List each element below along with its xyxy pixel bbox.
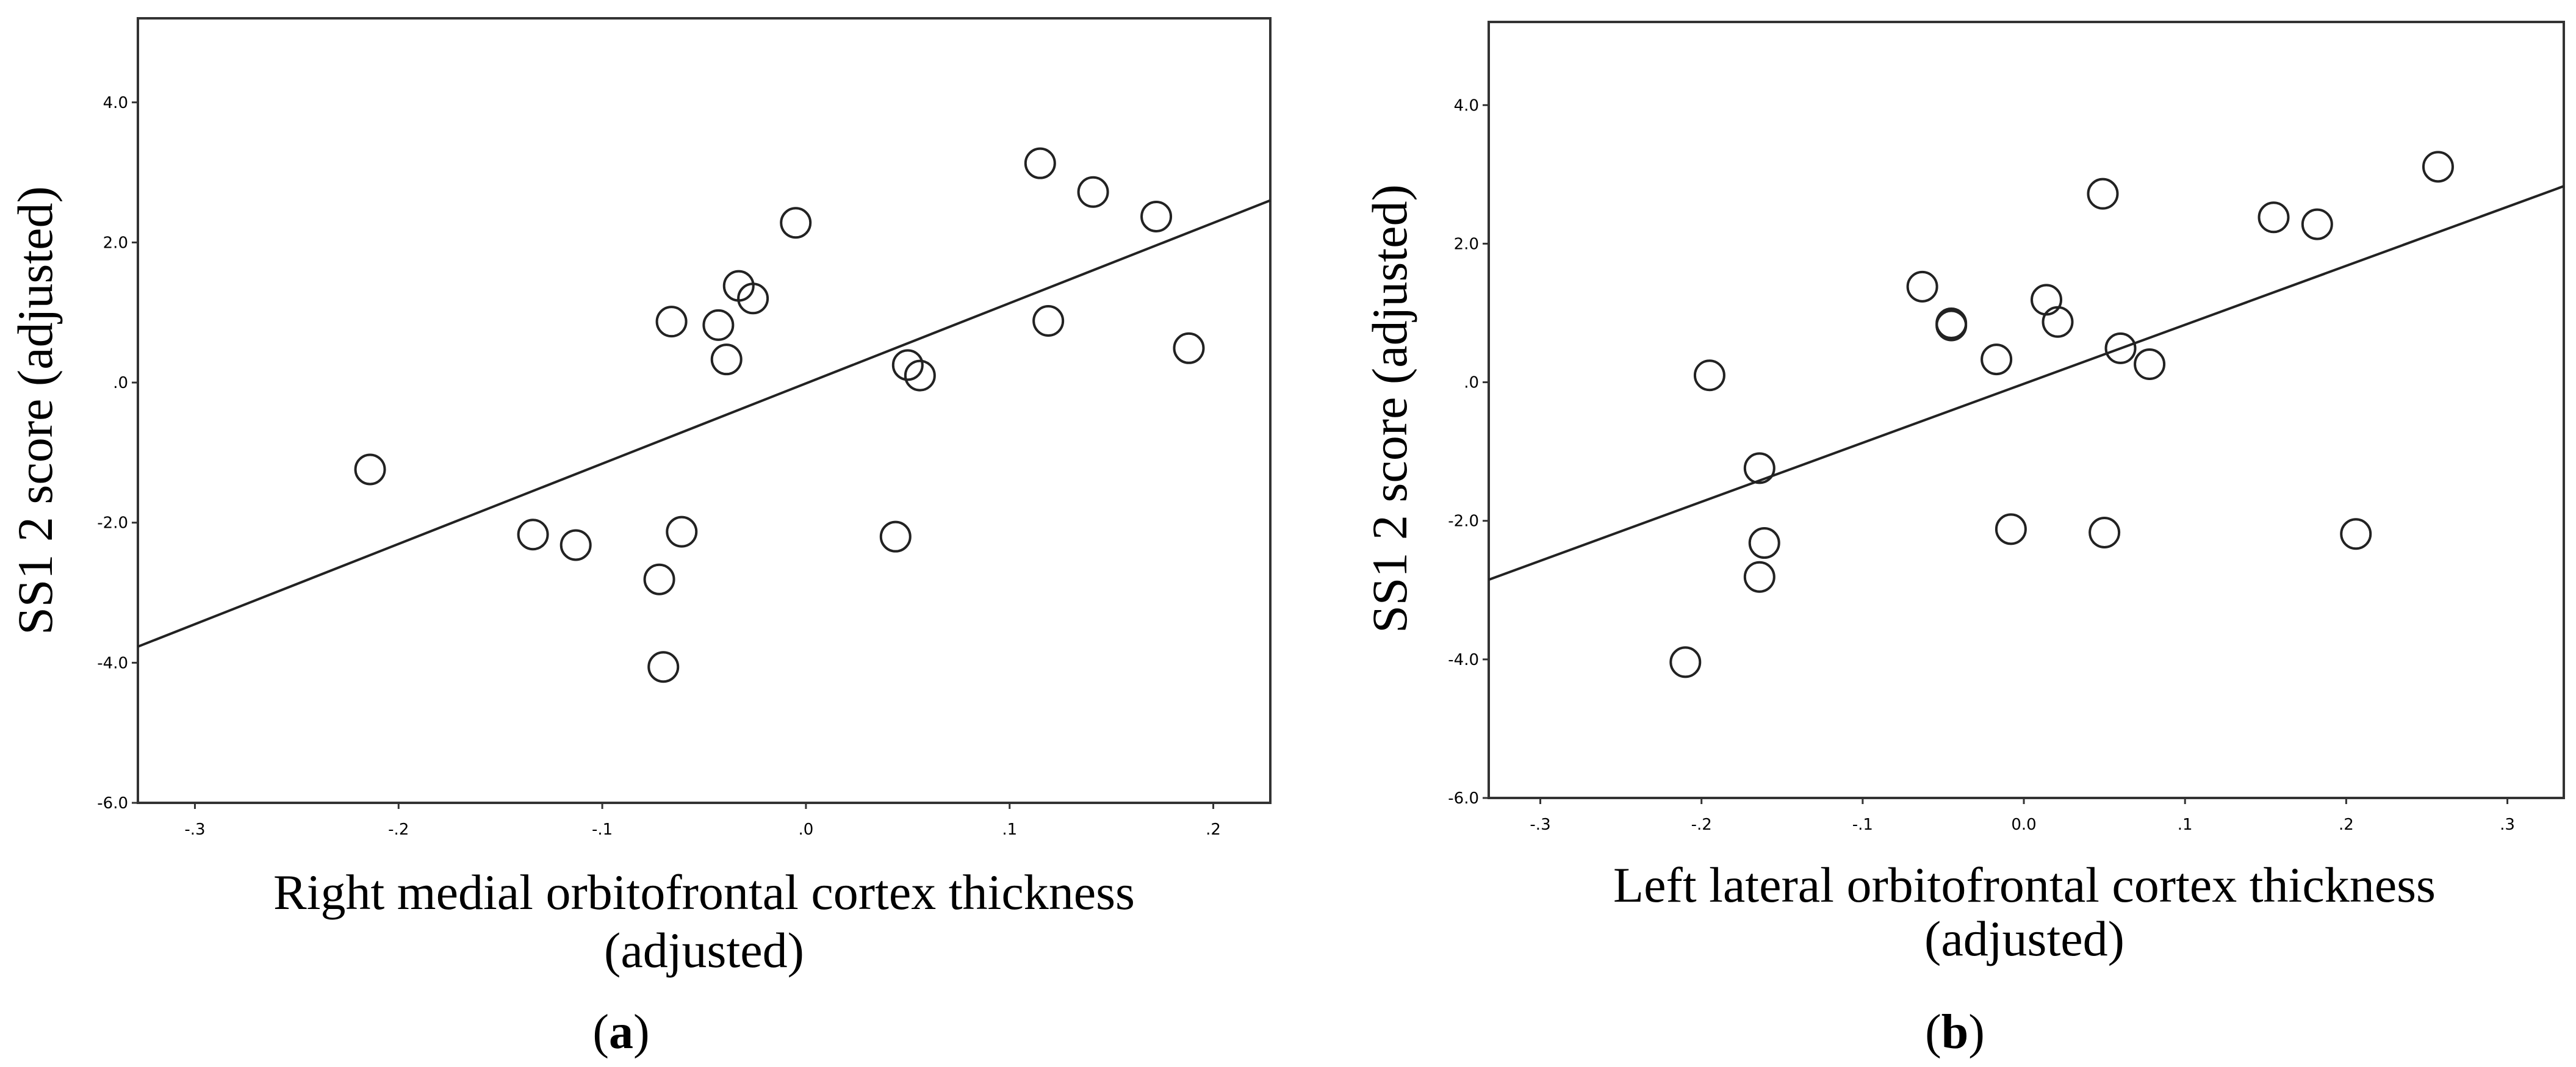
x-tick-label-b: .2 xyxy=(2339,816,2354,834)
x-tick-label-a: .0 xyxy=(799,821,814,839)
data-point-a xyxy=(666,516,698,548)
data-point-a xyxy=(1032,305,1065,337)
data-point-a xyxy=(655,306,688,338)
y-tick-label-a: -2.0 xyxy=(97,514,128,533)
x-axis-label-b-line2: (adjusted) xyxy=(1924,911,2124,966)
data-point-a xyxy=(1173,332,1205,364)
data-point-b xyxy=(2031,284,2063,316)
y-axis-label-b: SS1 2 score (adjusted) xyxy=(1362,184,1417,633)
data-point-b xyxy=(2042,306,2074,338)
data-point-b xyxy=(1669,646,1702,678)
x-tick-label-b: -.3 xyxy=(1530,816,1550,834)
data-point-b xyxy=(1981,343,2013,376)
data-point-b xyxy=(1743,561,1775,593)
x-tick-label-b: 0.0 xyxy=(2011,816,2036,834)
x-tick-label-a: -.2 xyxy=(388,821,409,839)
data-point-b xyxy=(1748,527,1780,559)
data-point-b xyxy=(1693,359,1725,392)
data-point-b xyxy=(1743,452,1775,484)
x-tick-label-a: -.3 xyxy=(184,821,205,839)
plot-frame-b xyxy=(1488,21,2565,799)
panel-a: -6.0 -4.0 -2.0 .0 2.0 4.0 -.3 -.2 -.1 .0 .1 .2 SS1 … xyxy=(7,17,1272,1059)
data-point-b xyxy=(1995,513,2027,545)
panel-letter-b: b xyxy=(1941,1005,1969,1059)
x-tick-label-b: -.2 xyxy=(1691,816,1712,834)
data-point-b xyxy=(1935,307,1968,340)
y-tick-label-b: -6.0 xyxy=(1448,789,1479,808)
data-point-a xyxy=(643,563,675,595)
data-point-b xyxy=(2301,208,2333,240)
data-point-a xyxy=(354,453,386,486)
plot-frame-a xyxy=(137,17,1272,804)
y-tick-label-b: .0 xyxy=(1464,374,1479,392)
data-point-a xyxy=(891,349,924,381)
y-tick-label-a: 2.0 xyxy=(103,234,128,252)
data-point-b xyxy=(2422,151,2454,183)
data-point-a xyxy=(710,343,743,376)
y-tick-label-a: .0 xyxy=(113,374,128,392)
data-point-b xyxy=(2134,348,2166,381)
x-tick-label-a: .2 xyxy=(1206,821,1221,839)
panel-b: -6.0 -4.0 -2.0 .0 2.0 4.0 -.3 -.2 -.1 0.0 .1 .2 .3 S… xyxy=(1362,21,2565,1059)
marks-a: -6.0 -4.0 -2.0 .0 2.0 4.0 -.3 -.2 -.1 .0 .1 .2 xyxy=(97,94,1271,839)
data-point-b xyxy=(2104,332,2137,364)
marks-b: -6.0 -4.0 -2.0 .0 2.0 4.0 -.3 -.2 -.1 0.0 .1 .2 .3 xyxy=(1448,96,2564,834)
y-tick-label-b: -4.0 xyxy=(1448,651,1479,669)
y-tick-label-b: 4.0 xyxy=(1454,96,1479,115)
data-point-b xyxy=(1935,309,1968,342)
data-point-a xyxy=(904,359,936,392)
x-tick-label-b: .1 xyxy=(2178,816,2193,834)
x-tick-label-a: .1 xyxy=(1002,821,1017,839)
x-tick-label-b: .3 xyxy=(2500,816,2515,834)
data-point-a xyxy=(559,529,592,561)
data-point-b xyxy=(1906,270,1938,303)
data-point-a xyxy=(702,309,735,341)
x-axis-label-b-line1: Left lateral orbitofrontal cortex thickn… xyxy=(1613,857,2436,913)
data-point-a xyxy=(1024,147,1056,179)
x-axis-label-a-line1: Right medial orbitofrontal cortex thickn… xyxy=(273,864,1135,920)
y-tick-label-b: 2.0 xyxy=(1454,235,1479,253)
fit-line-a xyxy=(137,199,1271,648)
x-axis-label-a-line2: (adjusted) xyxy=(604,922,804,978)
data-point-b xyxy=(2258,201,2290,234)
panel-label-b: (b) xyxy=(1925,1005,1985,1059)
y-tick-label-a: -6.0 xyxy=(97,794,128,813)
x-tick-label-a: -.1 xyxy=(592,821,613,839)
data-point-b xyxy=(2089,517,2121,549)
data-point-a xyxy=(1140,200,1173,232)
data-point-a xyxy=(1077,176,1109,208)
data-point-b xyxy=(2340,518,2372,550)
y-tick-label-b: -2.0 xyxy=(1448,512,1479,531)
data-point-a xyxy=(737,282,769,315)
data-point-a xyxy=(647,651,680,683)
fit-line-b xyxy=(1488,185,2564,581)
panel-label-a: (a) xyxy=(592,1005,649,1059)
y-tick-label-a: 4.0 xyxy=(103,94,128,112)
panel-letter-a: a xyxy=(609,1005,633,1059)
data-point-b xyxy=(2087,178,2119,210)
x-tick-label-b: -.1 xyxy=(1852,816,1873,834)
data-point-a xyxy=(517,519,549,551)
data-point-a xyxy=(879,520,912,553)
y-tick-label-a: -4.0 xyxy=(97,654,128,672)
y-axis-label-a: SS1 2 score (adjusted) xyxy=(7,186,63,635)
data-point-a xyxy=(780,207,812,239)
